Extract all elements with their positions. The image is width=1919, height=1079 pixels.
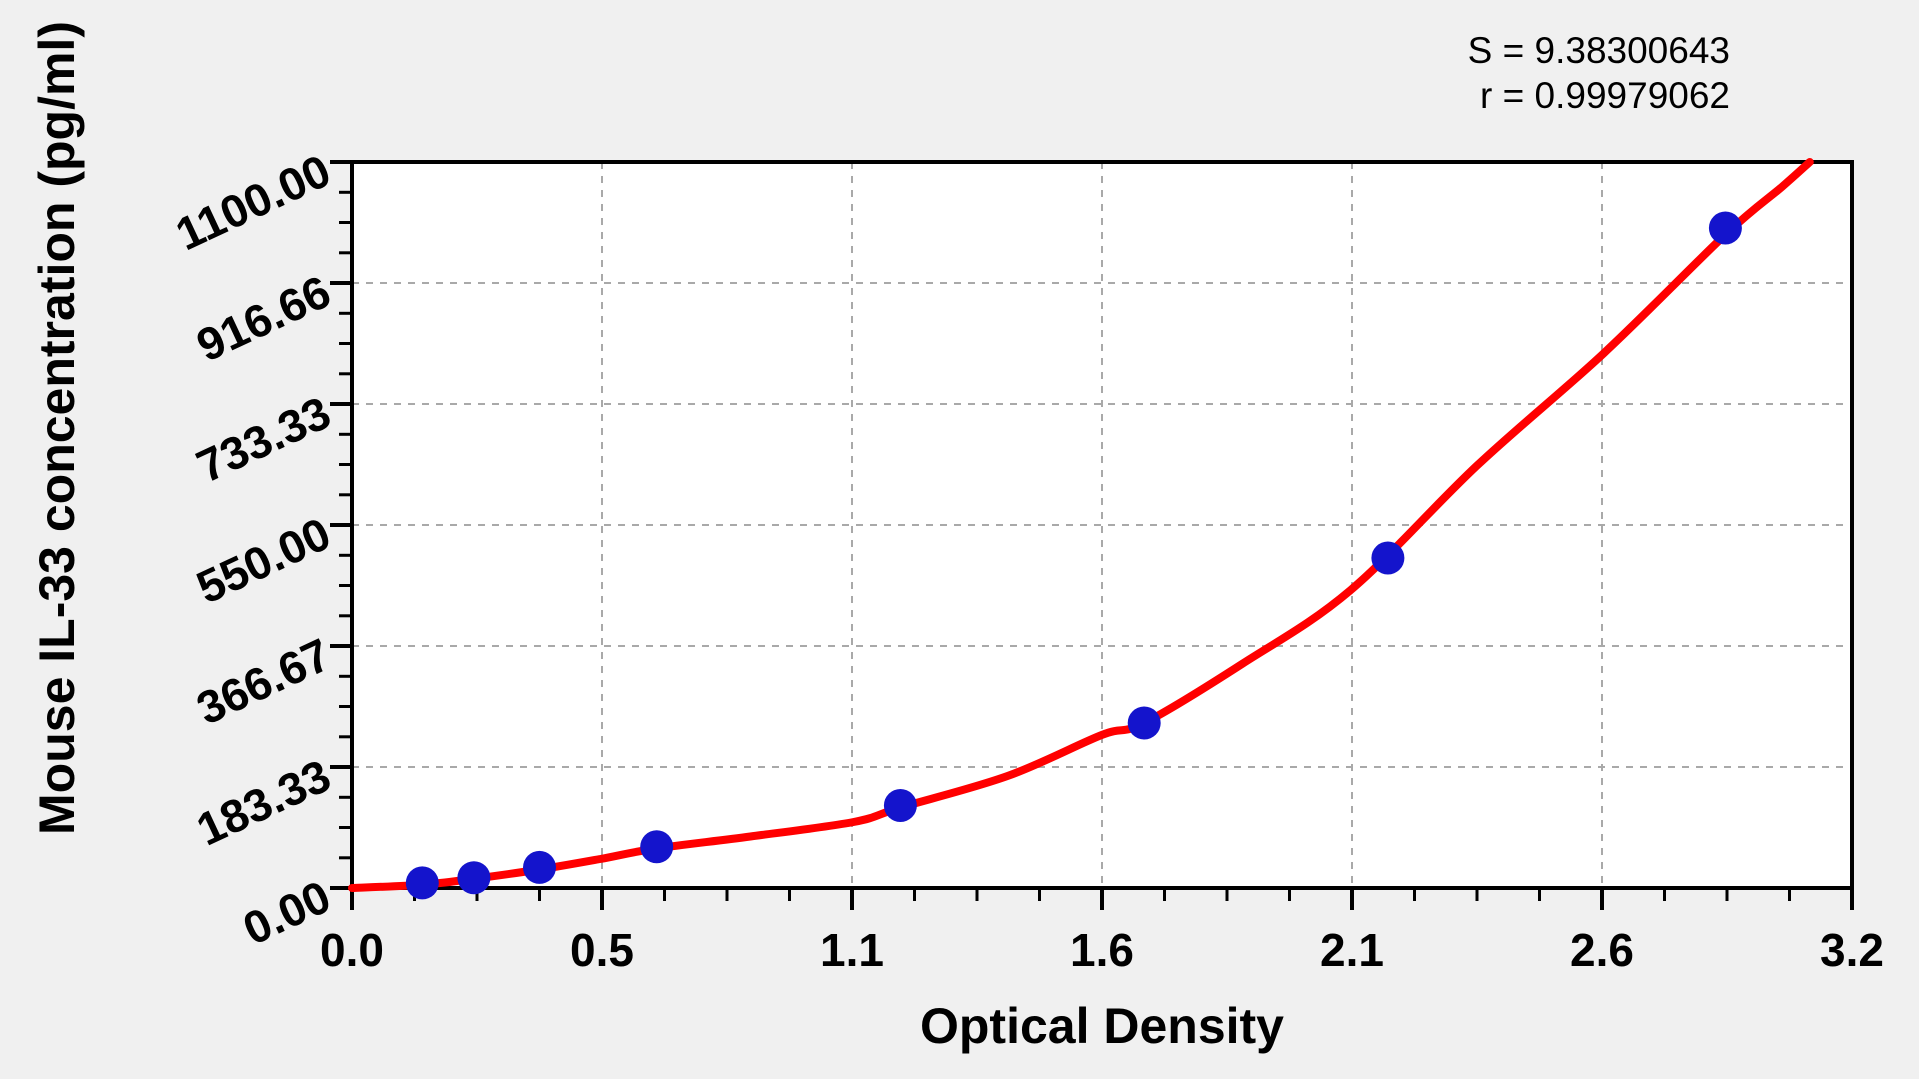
data-point bbox=[1371, 541, 1405, 575]
standard-curve-line bbox=[348, 158, 1814, 892]
y-tick-label: 733.33 bbox=[189, 386, 338, 493]
data-point bbox=[640, 830, 674, 864]
x-tick-label: 0.5 bbox=[570, 924, 634, 976]
fit-statistics: S = 9.38300643 r = 0.99979062 bbox=[1468, 28, 1730, 118]
x-tick-label: 1.6 bbox=[1070, 924, 1134, 976]
fit-statistic-s: S = 9.38300643 bbox=[1467, 30, 1730, 71]
y-tick-label: 550.00 bbox=[189, 507, 338, 614]
y-tick-label: 1100.00 bbox=[168, 144, 338, 260]
data-point bbox=[883, 789, 917, 822]
x-tick-label: 1.1 bbox=[820, 924, 884, 976]
data-point bbox=[1127, 706, 1161, 740]
x-tick-label: 2.6 bbox=[1570, 924, 1634, 976]
y-tick-label: 916.66 bbox=[189, 265, 338, 372]
x-tick-label: 3.2 bbox=[1820, 924, 1884, 976]
data-point bbox=[1708, 211, 1742, 245]
fit-statistic-r: r = 0.99979062 bbox=[1480, 75, 1730, 116]
data-point bbox=[457, 861, 491, 895]
data-point bbox=[405, 866, 439, 900]
data-point bbox=[523, 850, 556, 884]
x-axis-title: Optical Density bbox=[920, 998, 1284, 1054]
y-tick-label: 183.33 bbox=[189, 749, 338, 856]
y-tick-label: 366.67 bbox=[189, 628, 338, 735]
x-tick-label: 0.0 bbox=[320, 924, 384, 976]
x-tick-label: 2.1 bbox=[1320, 924, 1384, 976]
